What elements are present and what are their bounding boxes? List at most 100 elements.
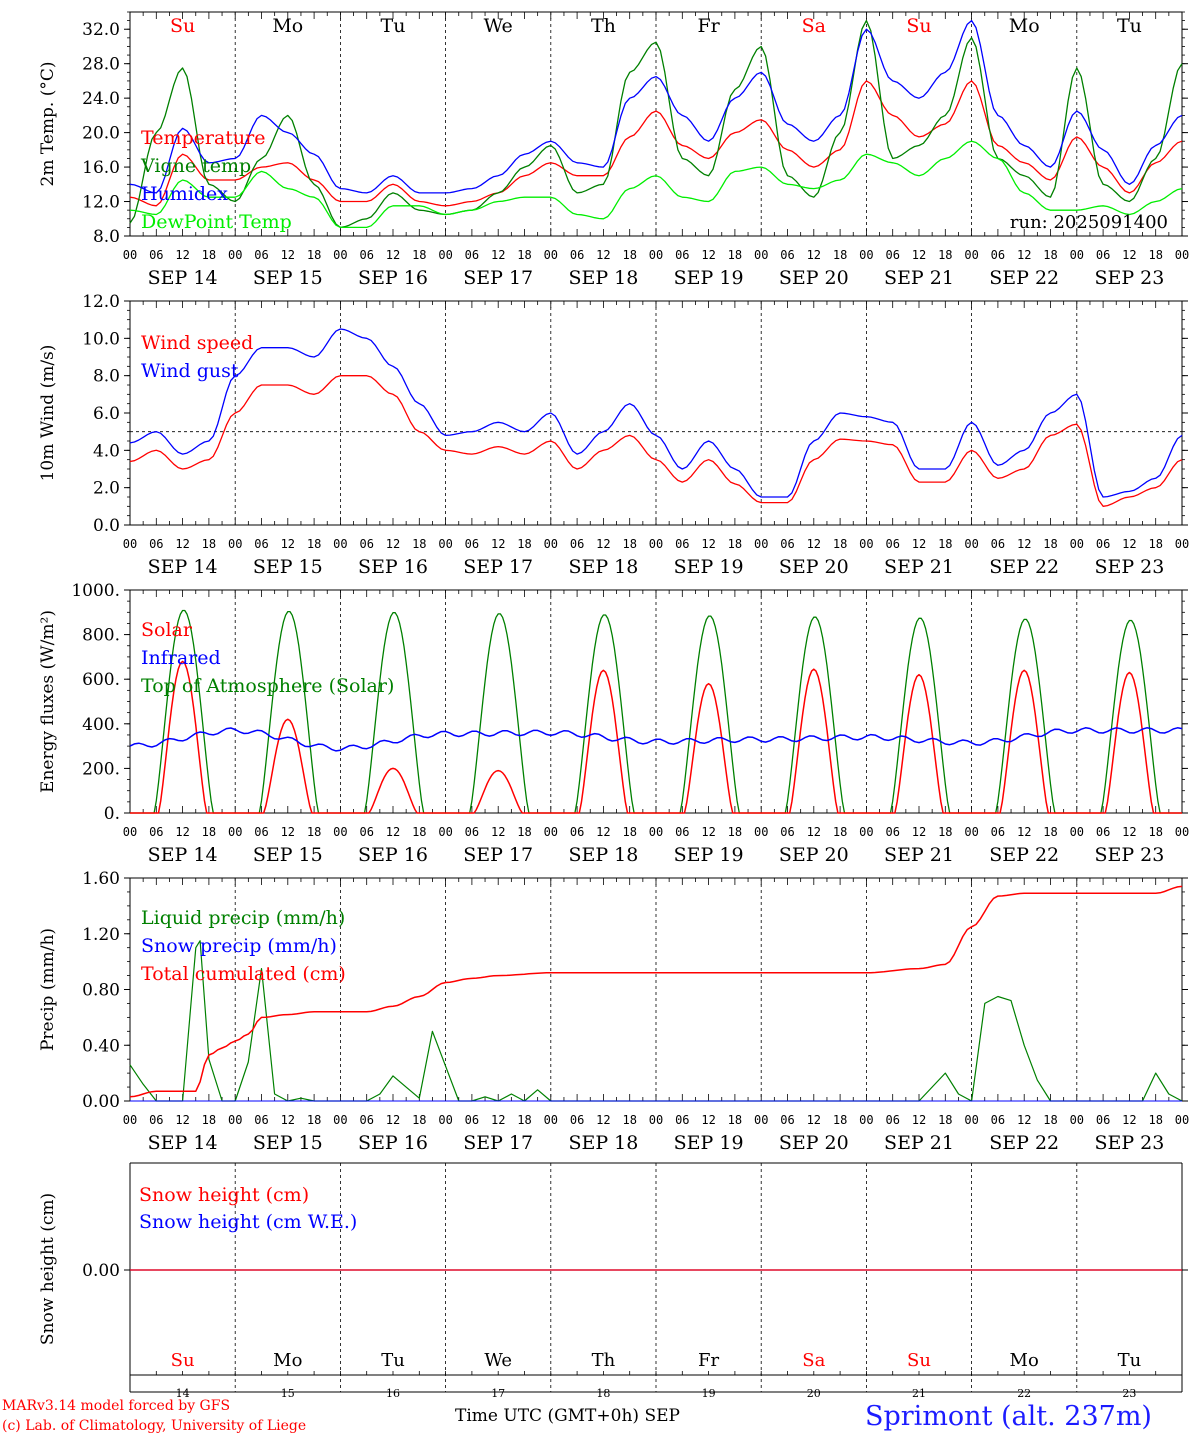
hour-tick-label: 00 (544, 248, 558, 262)
hour-tick-label: 12 (386, 537, 400, 551)
date-label: SEP 23 (1094, 556, 1164, 578)
hour-tick-label: 00 (1070, 825, 1084, 839)
y-tick-label: 800. (82, 626, 120, 646)
y-axis-label: Snow height (cm) (38, 1193, 58, 1345)
hour-tick-label: 18 (622, 1113, 636, 1127)
hour-tick-label: 18 (1148, 248, 1162, 262)
hour-tick-label: 06 (465, 1113, 479, 1127)
infrared-line (129, 727, 1183, 752)
weekday-label: We (484, 1350, 512, 1371)
hour-tick-label: 12 (596, 825, 610, 839)
y-tick-label: 16.0 (82, 158, 120, 178)
weekday-label: Fr (697, 15, 720, 37)
weekday-label: Mo (272, 15, 303, 37)
date-label: SEP 19 (674, 1132, 744, 1154)
hour-tick-label: 18 (517, 537, 531, 551)
day-number-label: 17 (491, 1387, 505, 1400)
hour-tick-label: 00 (1175, 248, 1189, 262)
model-credit: MARv3.14 model forced by GFS (2, 1398, 231, 1414)
lab-credit: (c) Lab. of Climatology, University of L… (2, 1418, 307, 1434)
hour-tick-label: 00 (649, 1113, 663, 1127)
legend-entry: Snow precip (mm/h) (141, 935, 337, 957)
date-label: SEP 22 (989, 1132, 1059, 1154)
legend-entry: Infrared (141, 647, 221, 669)
date-label: SEP 16 (358, 556, 428, 578)
date-label: SEP 17 (463, 556, 533, 578)
solar-line (130, 660, 1182, 814)
panel-1: 8.0 12.0 16.0 20.0 24.0 28.0 32.0 2m Temp. (°C)… (38, 11, 1189, 289)
panel-2: 0.0 2.0 4.0 6.0 8.0 10.0 12.0 10m Wind (m/s) Win… (38, 292, 1189, 578)
y-axis-label: 10m Wind (m/s) (38, 345, 58, 482)
y-tick-label: 0.00 (82, 1092, 120, 1112)
hour-tick-label: 12 (701, 248, 715, 262)
hour-tick-label: 12 (281, 825, 295, 839)
date-label: SEP 23 (1094, 1132, 1164, 1154)
hour-tick-label: 00 (1175, 1113, 1189, 1127)
hour-tick-label: 06 (149, 1113, 163, 1127)
hour-tick-label: 12 (596, 537, 610, 551)
hour-tick-label: 18 (412, 537, 426, 551)
hour-tick-label: 00 (333, 1113, 347, 1127)
weekday-label: Sa (802, 1350, 825, 1371)
date-label: SEP 14 (148, 267, 218, 289)
panel-3: 0. 200. 400. 600. 800. 1000. Energy fluxes (W/… (38, 581, 1189, 866)
hour-tick-label: 18 (517, 1113, 531, 1127)
weekday-label: Su (906, 15, 931, 37)
hour-tick-label: 06 (149, 825, 163, 839)
hour-tick-label: 18 (1043, 825, 1057, 839)
legend-entry: Wind speed (141, 332, 253, 354)
hour-tick-label: 12 (1122, 1113, 1136, 1127)
weekday-label: Mo (1010, 1350, 1039, 1371)
hour-tick-label: 18 (833, 537, 847, 551)
hour-tick-label: 00 (228, 825, 242, 839)
hour-tick-label: 18 (1043, 1113, 1057, 1127)
hour-tick-label: 12 (807, 825, 821, 839)
date-label: SEP 14 (148, 1132, 218, 1154)
day-number-label: 14 (176, 1387, 190, 1400)
y-tick-label: 0.80 (82, 981, 120, 1001)
hour-tick-label: 00 (1175, 537, 1189, 551)
hour-tick-label: 18 (517, 825, 531, 839)
y-tick-label: 1.60 (82, 869, 120, 889)
legend-entry: Top of Atmosphere (Solar) (141, 675, 394, 697)
hour-tick-label: 12 (491, 825, 505, 839)
hour-tick-label: 00 (964, 1113, 978, 1127)
weekday-label: We (484, 15, 513, 37)
hour-tick-label: 06 (780, 537, 794, 551)
hour-tick-label: 00 (438, 825, 452, 839)
y-tick-label: 12.0 (82, 193, 120, 213)
hour-tick-label: 00 (228, 1113, 242, 1127)
hour-tick-label: 00 (964, 537, 978, 551)
hour-tick-label: 00 (333, 825, 347, 839)
hour-tick-label: 18 (1148, 825, 1162, 839)
hour-tick-label: 00 (333, 537, 347, 551)
date-label: SEP 15 (253, 556, 323, 578)
weekday-label: Tu (381, 15, 406, 37)
hour-tick-label: 18 (1148, 537, 1162, 551)
temp-series-line (129, 80, 1183, 207)
hour-tick-label: 06 (991, 248, 1005, 262)
hour-tick-label: 06 (149, 248, 163, 262)
hour-tick-label: 18 (202, 825, 216, 839)
hour-tick-label: 00 (1070, 1113, 1084, 1127)
hour-tick-label: 00 (964, 825, 978, 839)
day-number-label: 22 (1017, 1387, 1031, 1400)
date-label: SEP 18 (568, 844, 638, 866)
hour-tick-label: 06 (359, 1113, 373, 1127)
y-tick-label: 0.40 (82, 1036, 120, 1056)
hour-tick-label: 06 (359, 248, 373, 262)
hour-tick-label: 18 (307, 825, 321, 839)
hour-tick-label: 18 (1043, 537, 1057, 551)
temp-series-line (129, 140, 1183, 229)
hour-tick-label: 00 (859, 248, 873, 262)
date-label: SEP 18 (568, 267, 638, 289)
date-label: SEP 17 (463, 844, 533, 866)
hour-tick-label: 12 (1017, 537, 1031, 551)
hour-tick-label: 06 (991, 537, 1005, 551)
y-axis-label: 2m Temp. (°C) (38, 61, 58, 186)
run-label: run: 2025091400 (1010, 212, 1168, 233)
hour-tick-label: 12 (912, 825, 926, 839)
hour-tick-label: 06 (254, 537, 268, 551)
hour-tick-label: 12 (701, 825, 715, 839)
hour-tick-label: 06 (675, 248, 689, 262)
